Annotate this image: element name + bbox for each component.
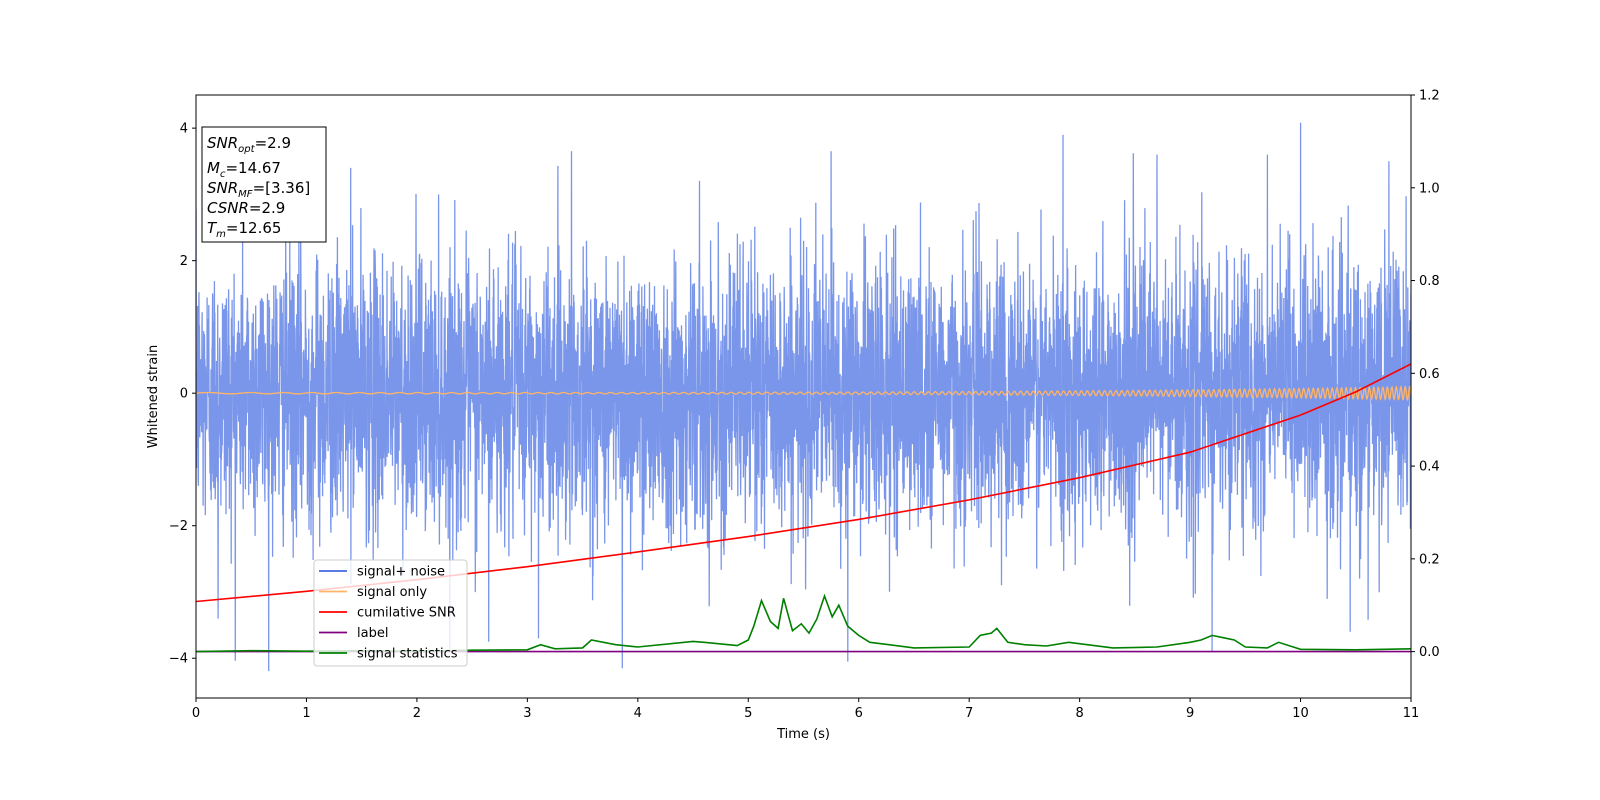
y2-tick-label: 0.6 xyxy=(1419,367,1440,382)
annotation-line: SNRopt=2.9 xyxy=(207,134,291,155)
annotation-line: Mc=14.67 xyxy=(207,159,281,180)
annotation-line: Tm=12.65 xyxy=(207,219,281,240)
legend-label: signal statistics xyxy=(357,647,458,662)
y2-tick-label: 1.2 xyxy=(1419,89,1440,104)
x-tick-label: 4 xyxy=(634,706,642,721)
x-tick-label: 1 xyxy=(302,706,310,721)
y2-tick-label: 0.2 xyxy=(1419,552,1440,567)
series-line-signal-noise xyxy=(196,122,1411,672)
y-axis-label: Whitened strain xyxy=(146,345,161,448)
legend: signal+ noise signal only cumilative SNR la… xyxy=(313,559,468,667)
y2-tick-label: 1.0 xyxy=(1419,181,1440,196)
x-tick-label: 9 xyxy=(1186,706,1194,721)
x-tick-label: 8 xyxy=(1075,706,1083,721)
legend-label: cumilative SNR xyxy=(357,606,456,621)
y-tick-label: 4 xyxy=(180,122,188,137)
annotation-line: CSNR=2.9 xyxy=(207,199,285,217)
x-tick-label: 2 xyxy=(413,706,421,721)
x-axis-label: Time (s) xyxy=(776,727,830,742)
x-tick-label: 11 xyxy=(1403,706,1420,721)
legend-label: signal+ noise xyxy=(357,565,445,580)
x-tick-label: 10 xyxy=(1292,706,1309,721)
legend-label: signal only xyxy=(357,585,427,600)
y-tick-label: −4 xyxy=(169,652,188,667)
plot-frame xyxy=(195,94,1412,699)
y-tick-label: 0 xyxy=(180,387,188,402)
y2-tick-label: 0.0 xyxy=(1419,645,1440,660)
x-tick-label: 0 xyxy=(192,706,200,721)
y2-tick-label: 0.4 xyxy=(1419,460,1440,475)
x-tick-label: 6 xyxy=(855,706,863,721)
y2-tick-label: 0.8 xyxy=(1419,274,1440,289)
series-line-signal-only xyxy=(196,385,1411,402)
y-tick-label: 2 xyxy=(180,254,188,269)
annotation-line: SNRMF=[3.36] xyxy=(207,179,310,200)
legend-label: label xyxy=(357,626,388,641)
y-tick-label: −2 xyxy=(169,519,188,534)
series-line-signal-statistics xyxy=(196,593,1411,653)
x-tick-label: 5 xyxy=(744,706,752,721)
x-tick-label: 7 xyxy=(965,706,973,721)
axes-layer: 0 1 2 3 4 5 6 7 8 9 10 11 −4 −2 0 2 4 0.0 0.2 0.4 0.6 0.8 1.0 1… xyxy=(169,89,1440,722)
x-tick-label: 3 xyxy=(523,706,531,721)
